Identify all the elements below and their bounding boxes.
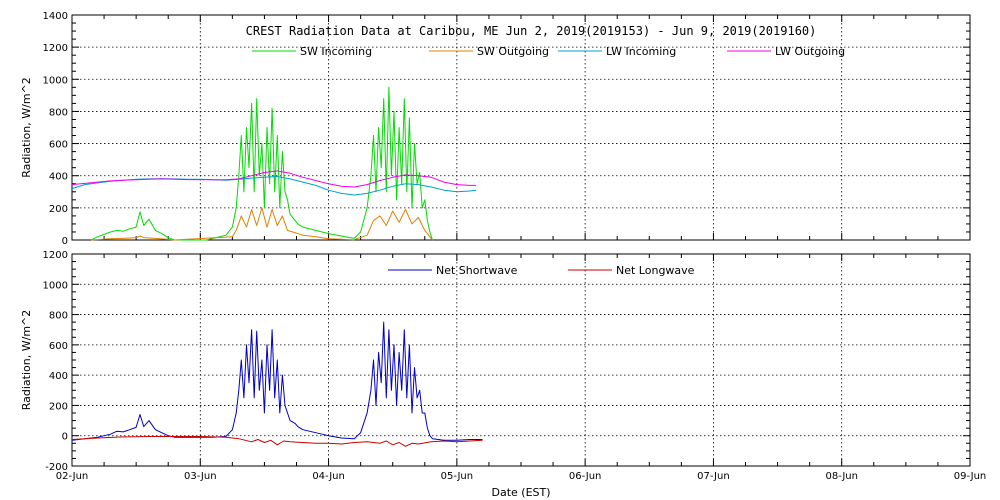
legend-label: LW Incoming: [606, 45, 676, 58]
x-tick-label: 04-Jun: [312, 471, 345, 482]
y-tick-label: 400: [49, 371, 68, 382]
y-tick-label: 1000: [43, 280, 68, 291]
bottom-legend: Net Shortwave Net Longwave: [388, 264, 695, 277]
x-axis-label: Date (EST): [491, 486, 550, 499]
y-tick-label: 200: [49, 401, 68, 412]
legend-label: SW Outgoing: [477, 45, 549, 58]
series-line-sw-incoming: [90, 86, 433, 241]
y-tick-label: 0: [62, 236, 68, 247]
y-tick-label: 200: [49, 204, 68, 215]
top-grid: [71, 15, 971, 240]
x-tick-label: 05-Jun: [441, 471, 474, 482]
top-chart-panel: 0 200 400 600 800 1000 1200 1400 CREST Radiatio…: [20, 11, 971, 247]
y-tick-label: 0: [62, 432, 68, 443]
x-tick-label: 07-Jun: [697, 471, 730, 482]
y-tick-label: 1400: [43, 11, 68, 22]
y-tick-label: 800: [49, 107, 68, 118]
y-tick-label: 600: [49, 341, 68, 352]
legend-label: Net Longwave: [616, 264, 695, 277]
legend-label: Net Shortwave: [436, 264, 518, 277]
y-tick-label: 1200: [43, 250, 68, 261]
bottom-grid: [71, 254, 971, 466]
x-tick-label: 03-Jun: [184, 471, 217, 482]
top-legend: SW Incoming SW Outgoing LW Incoming LW Outg…: [252, 45, 845, 58]
x-axis-date-ticks: 02-Jun 03-Jun 04-Jun 05-Jun 06-Jun 07-Jun 08-J…: [56, 471, 987, 482]
x-tick-label: 06-Jun: [569, 471, 602, 482]
top-y-axis: 0 200 400 600 800 1000 1200 1400: [43, 11, 970, 247]
top-series-group: [71, 86, 477, 241]
bottom-series-group: [71, 321, 483, 447]
x-tick-label: 08-Jun: [825, 471, 858, 482]
bottom-y-axis-label: Radiation, W/m^2: [20, 310, 33, 411]
y-tick-label: 400: [49, 172, 68, 183]
y-tick-label: 1000: [43, 75, 68, 86]
bottom-chart-panel: -200 0 200 400 600 800 1000 1200 02-Jun 03-Jun 04…: [20, 250, 986, 499]
y-tick-label: 1200: [43, 43, 68, 54]
bottom-y-axis: -200 0 200 400 600 800 1000 1200: [43, 250, 970, 473]
bottom-plot-frame: [71, 253, 971, 467]
legend-label: SW Incoming: [300, 45, 372, 58]
chart-title: CREST Radiation Data at Caribou, ME Jun …: [246, 24, 817, 38]
series-line-lw-outgoing: [71, 170, 477, 188]
series-line-sw-outgoing: [91, 207, 433, 241]
y-tick-label: 800: [49, 311, 68, 322]
legend-label: LW Outgoing: [775, 45, 845, 58]
y-tick-label: 600: [49, 140, 68, 151]
series-line-net-shortwave: [71, 321, 483, 441]
top-y-axis-label: Radiation, W/m^2: [20, 77, 33, 178]
x-tick-label: 02-Jun: [56, 471, 89, 482]
series-line-net-longwave: [71, 436, 483, 447]
x-tick-label: 09-Jun: [954, 471, 987, 482]
y-tick-label: -200: [45, 462, 68, 473]
